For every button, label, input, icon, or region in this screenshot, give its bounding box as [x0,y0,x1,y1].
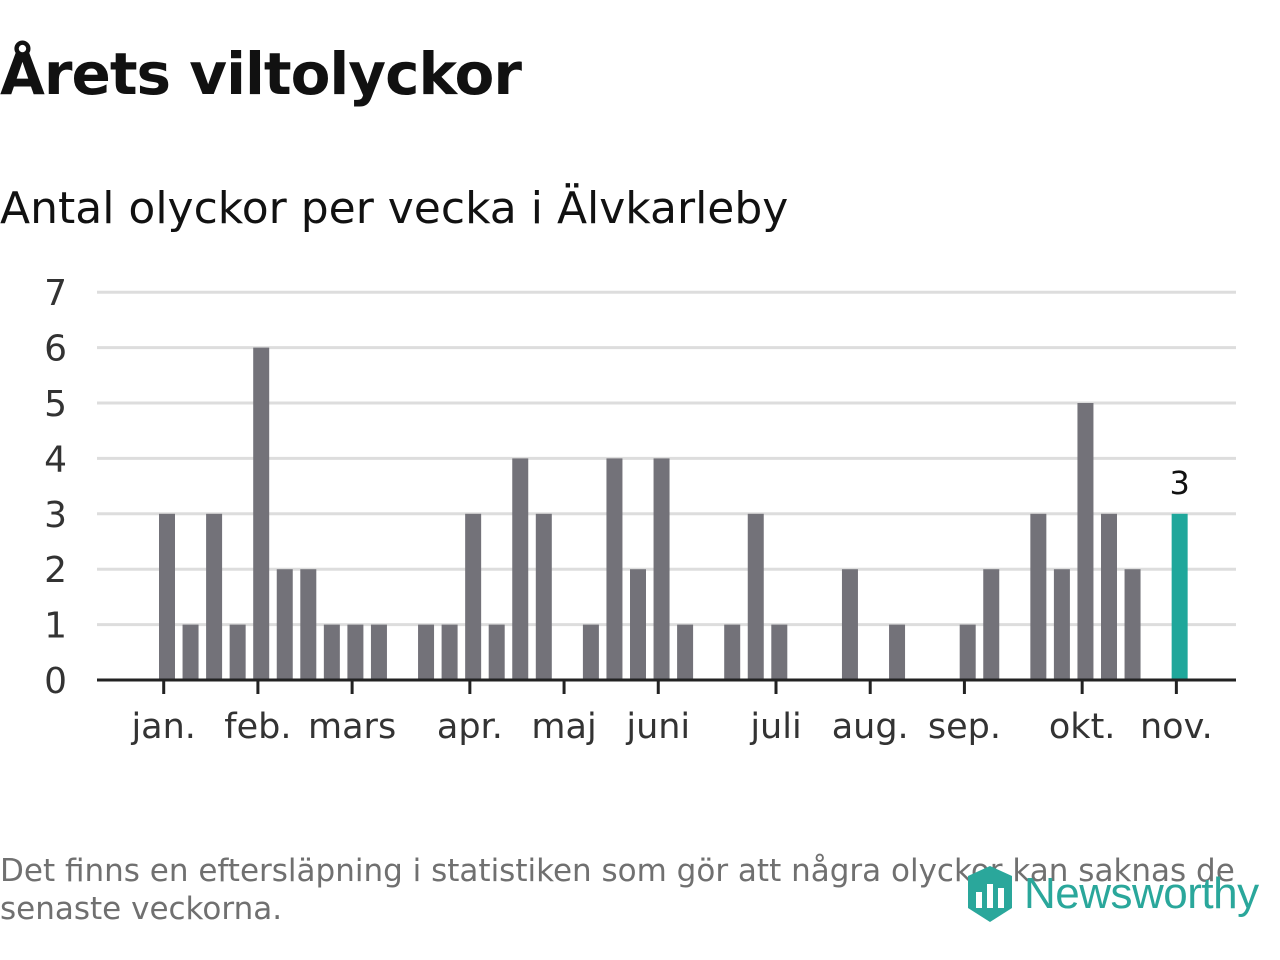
chart-subtitle: Antal olyckor per vecka i Älvkarleby [0,183,789,234]
x-tick-label: juni [625,707,690,747]
bar [253,347,270,680]
bar [512,458,529,680]
bar [653,458,670,680]
y-tick-label: 7 [44,273,67,314]
bar [300,569,317,680]
x-tick-label: maj [531,707,596,747]
y-tick-label: 4 [44,439,67,480]
y-axis-tick-labels: 0 1 2 3 4 5 6 7 [44,273,67,702]
bar [771,624,788,680]
bar [959,624,976,680]
x-tick-label: jan. [130,707,195,747]
bar [465,513,482,680]
data-labels: 3 [1169,464,1189,502]
x-tick-label: mars [308,707,396,747]
bar [229,624,246,680]
bar [606,458,623,680]
bar [677,624,694,680]
bars [159,347,1188,680]
bar [1077,403,1094,680]
bar [1030,513,1047,680]
x-axis: jan. feb. mars apr. maj juni juli aug. sep. okt. n… [97,678,1236,747]
data-label: 3 [1169,464,1189,502]
x-tick-label: sep. [928,707,1001,747]
bar [276,569,293,680]
bar [630,569,646,680]
x-tick-label: feb. [224,707,291,747]
bar [582,624,599,680]
bar [983,569,1000,680]
x-tick-label: aug. [832,707,909,747]
bar [418,624,435,680]
brand-name: Newsworthy [1024,869,1259,918]
bar [1124,569,1141,680]
y-tick-label: 1 [44,606,67,647]
y-tick-label: 3 [44,495,67,536]
bar [206,513,223,680]
brand-logo: Newsworthy [964,862,1259,926]
newsworthy-logo-icon [968,866,1012,922]
bar [347,624,364,680]
bar [323,624,340,680]
bar [747,513,764,680]
bar [841,569,858,680]
x-tick-label: apr. [437,707,503,747]
y-tick-label: 2 [44,550,67,591]
x-tick-label: juli [749,707,801,747]
bar [535,513,552,680]
highlight-bar [1171,513,1188,680]
bar [1053,569,1070,680]
y-tick-label: 0 [44,661,67,702]
bar [159,513,175,680]
x-tick-label: nov. [1140,707,1213,747]
y-tick-label: 5 [44,384,67,425]
footnote: Det finns en eftersläpning i statistiken… [0,853,1235,927]
bar-chart: 0 1 2 3 4 5 6 7 jan. feb. mars apr. maj juni juli aug.… [44,273,1236,747]
bar [724,624,741,680]
y-tick-label: 6 [44,329,67,370]
bar [441,624,458,680]
bar [889,624,906,680]
x-tick-label: okt. [1049,707,1116,747]
chart-title: Årets viltolyckor [0,40,522,108]
bar [182,624,199,680]
bar [1101,513,1117,680]
bar [370,624,387,680]
bar [488,624,505,680]
